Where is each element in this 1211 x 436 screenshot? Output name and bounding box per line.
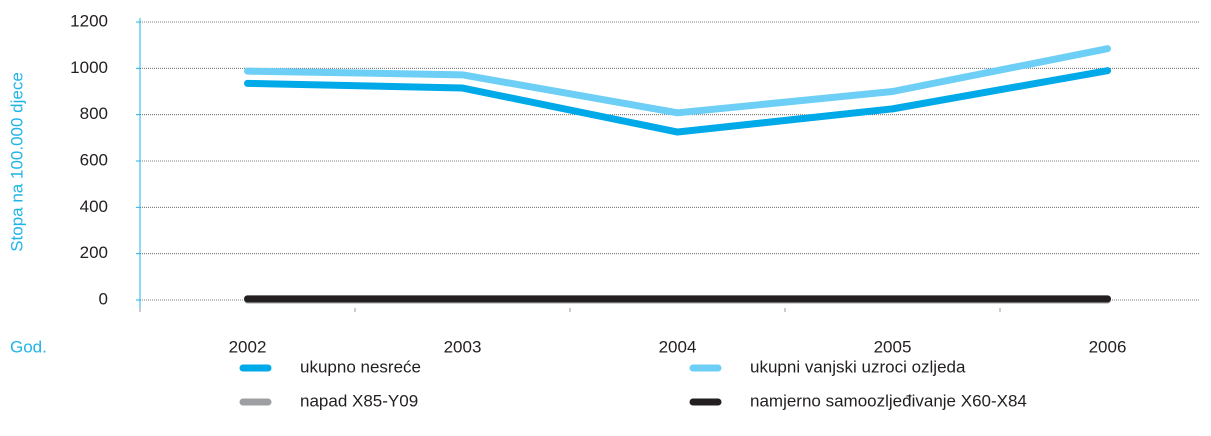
- x-tick-label: 2004: [659, 337, 697, 356]
- x-tick-label: 2002: [229, 337, 267, 356]
- y-tick-label: 0: [99, 289, 108, 308]
- legend-label: ukupno nesreće: [300, 357, 421, 376]
- series-line: [244, 45, 1111, 117]
- y-tick-label: 1200: [70, 11, 108, 30]
- x-axis-label: God.: [10, 337, 47, 356]
- x-tick-label: 2006: [1089, 337, 1127, 356]
- legend-label: napad X85-Y09: [300, 391, 418, 410]
- series-line: [244, 67, 1111, 136]
- legend-label: namjerno samoozljeđivanje X60-X84: [750, 391, 1027, 410]
- y-tick-label: 200: [80, 243, 108, 262]
- y-tick-label: 600: [80, 150, 108, 169]
- y-tick-label: 1000: [70, 58, 108, 77]
- y-axis-label: Stopa na 100.000 djece: [7, 72, 26, 252]
- y-tick-label: 800: [80, 104, 108, 123]
- y-tick-label: 400: [80, 197, 108, 216]
- legend-label: ukupni vanjski uzroci ozljeda: [750, 357, 966, 376]
- x-tick-label: 2005: [874, 337, 912, 356]
- x-tick-label: 2003: [444, 337, 482, 356]
